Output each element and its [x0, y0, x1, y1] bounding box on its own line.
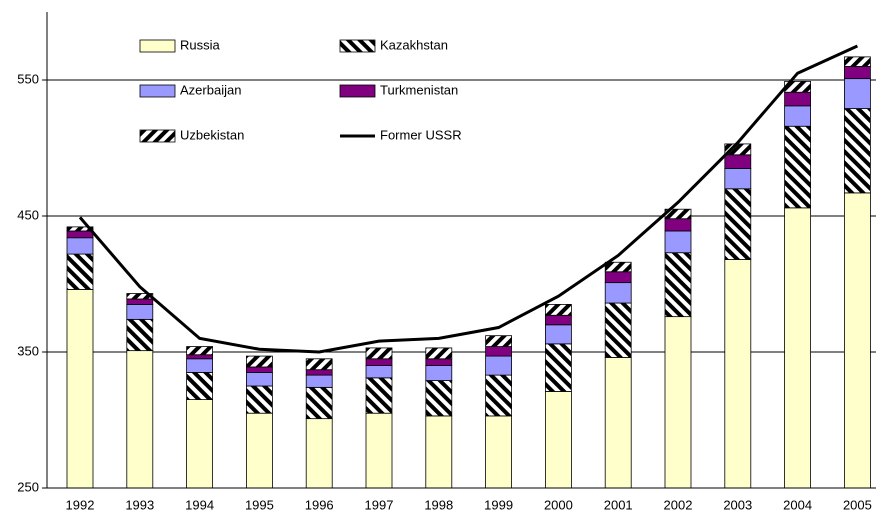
legend-swatch: [339, 39, 376, 53]
bar-segment: [545, 314, 572, 326]
bar-segment: [186, 399, 214, 489]
x-tick-label: 1996: [305, 497, 334, 512]
x-tick-label: 2002: [664, 497, 693, 512]
bar-segment: [186, 358, 214, 373]
bar-segment: [485, 374, 513, 417]
bar-segment: [245, 366, 273, 373]
bar-segment: [604, 357, 632, 489]
bar-segment: [844, 66, 871, 80]
bar-segment: [365, 412, 393, 489]
bar-segment: [365, 347, 393, 360]
bar-segment: [604, 271, 632, 284]
bar-segment: [784, 105, 811, 127]
x-tick-label: 2005: [843, 497, 872, 512]
bar-segment: [485, 346, 513, 357]
bar-segment: [425, 347, 453, 360]
bar-segment: [604, 302, 632, 358]
legend-label: Kazakhstan: [380, 37, 448, 52]
x-tick-label: 1994: [185, 497, 214, 512]
legend-swatch: [339, 84, 376, 98]
bar-segment: [126, 350, 154, 489]
bar-segment: [604, 261, 632, 273]
bar-segment: [305, 358, 333, 371]
bar-segment: [66, 226, 94, 232]
bar-segment: [545, 303, 572, 316]
x-tick-label: 2003: [723, 497, 752, 512]
x-tick-label: 1992: [66, 497, 95, 512]
bar-segment: [664, 218, 692, 232]
line: [78, 44, 859, 354]
bar-segment: [186, 354, 214, 360]
bar-segment: [724, 259, 752, 489]
bar-segment: [724, 154, 752, 169]
bar-segment: [844, 108, 871, 194]
bar-segment: [664, 316, 692, 489]
y-tick-label: 350: [17, 343, 39, 358]
bar-segment: [784, 207, 811, 489]
bar-segment: [365, 358, 393, 366]
bar-segment: [245, 355, 273, 368]
bar-segment: [186, 371, 214, 400]
bar-segment: [425, 380, 453, 417]
bar-segment: [784, 91, 811, 107]
bar-segment: [425, 415, 453, 489]
bar-segment: [844, 78, 871, 109]
bar-segment: [844, 56, 871, 67]
bar-segment: [305, 418, 333, 489]
bar-segment: [545, 391, 572, 489]
bar-segment: [844, 192, 871, 489]
y-tick-label: 450: [17, 207, 39, 222]
bar-segment: [425, 358, 453, 366]
bar-segment: [245, 371, 273, 387]
bar-segment: [485, 355, 513, 376]
bar-segment: [365, 377, 393, 414]
bar-segment: [126, 318, 154, 352]
bar-segment: [66, 230, 94, 239]
legend-swatch: [139, 129, 176, 143]
bar-segment: [245, 412, 273, 489]
bar-segment: [66, 289, 94, 489]
legend-label: Azerbaijan: [180, 82, 241, 97]
bar-segment: [724, 188, 752, 260]
bar-segment: [724, 167, 752, 190]
legend-swatch: [139, 84, 176, 98]
bar-segment: [545, 324, 572, 345]
x-tick-label: 1993: [125, 497, 154, 512]
x-tick-label: 1995: [245, 497, 274, 512]
x-tick-label: 2000: [544, 497, 573, 512]
bar-segment: [305, 374, 333, 388]
legend-label: Former USSR: [380, 127, 462, 142]
bar-segment: [66, 253, 94, 290]
bar-segment: [485, 335, 513, 347]
x-tick-label: 1999: [484, 497, 513, 512]
bar-segment: [126, 303, 154, 320]
legend-swatch: [139, 39, 176, 53]
bar-segment: [66, 237, 94, 255]
bar-segment: [365, 365, 393, 379]
x-tick-label: 2001: [604, 497, 633, 512]
bar-segment: [784, 125, 811, 209]
bar-segment: [664, 252, 692, 318]
bar-segment: [126, 298, 154, 305]
bar-segment: [604, 282, 632, 304]
bar-segment: [485, 415, 513, 489]
x-tick-label: 1998: [424, 497, 453, 512]
bar-segment: [545, 343, 572, 392]
legend-label: Uzbekistan: [180, 127, 244, 142]
bar-segment: [186, 346, 214, 356]
y-tick-label: 250: [17, 479, 39, 494]
x-tick-label: 2004: [783, 497, 812, 512]
bar-segment: [305, 386, 333, 420]
legend-label: Russia: [180, 37, 221, 52]
y-tick-label: 550: [17, 71, 39, 86]
bar-segment: [425, 365, 453, 381]
bar-segment: [245, 385, 273, 414]
bar-segment: [305, 369, 333, 376]
bar-segment: [664, 230, 692, 254]
x-tick-label: 1997: [365, 497, 394, 512]
legend-label: Turkmenistan: [380, 82, 458, 97]
